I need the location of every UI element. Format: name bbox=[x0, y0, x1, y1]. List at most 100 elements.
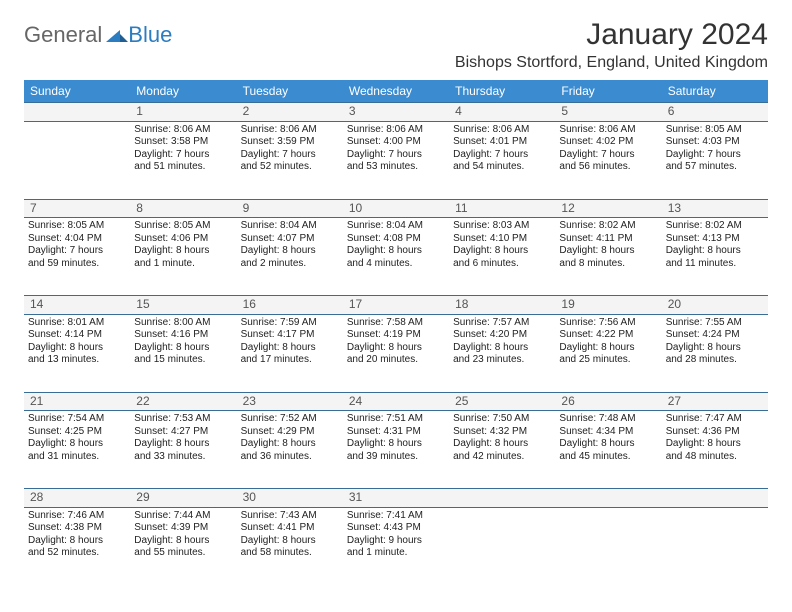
daylight-line-1: Daylight: 8 hours bbox=[666, 342, 764, 355]
daylight-line-2: and 4 minutes. bbox=[347, 258, 445, 271]
daylight-line-1: Daylight: 8 hours bbox=[241, 342, 339, 355]
sunrise-line: Sunrise: 8:06 AM bbox=[347, 124, 445, 137]
day-cell: Sunrise: 8:06 AMSunset: 3:59 PMDaylight:… bbox=[237, 121, 343, 199]
day-number: 11 bbox=[455, 201, 467, 215]
day-cell: Sunrise: 7:44 AMSunset: 4:39 PMDaylight:… bbox=[130, 507, 236, 585]
day-number-cell: 17 bbox=[343, 296, 449, 315]
daylight-line-2: and 57 minutes. bbox=[666, 161, 764, 174]
day-cell: Sunrise: 7:46 AMSunset: 4:38 PMDaylight:… bbox=[24, 507, 130, 585]
sunset-line: Sunset: 4:22 PM bbox=[559, 329, 657, 342]
day-number-cell: 12 bbox=[555, 199, 661, 218]
daylight-line-1: Daylight: 8 hours bbox=[134, 342, 232, 355]
day-cell: Sunrise: 7:53 AMSunset: 4:27 PMDaylight:… bbox=[130, 411, 236, 489]
day-number: 6 bbox=[668, 104, 675, 118]
day-number-cell: 9 bbox=[237, 199, 343, 218]
sunrise-line: Sunrise: 7:48 AM bbox=[559, 413, 657, 426]
day-cell: Sunrise: 7:55 AMSunset: 4:24 PMDaylight:… bbox=[662, 314, 768, 392]
day-cell: Sunrise: 8:02 AMSunset: 4:11 PMDaylight:… bbox=[555, 218, 661, 296]
sunset-line: Sunset: 4:27 PM bbox=[134, 426, 232, 439]
daylight-line-1: Daylight: 7 hours bbox=[453, 149, 551, 162]
sunrise-line: Sunrise: 8:02 AM bbox=[666, 220, 764, 233]
sunrise-line: Sunrise: 7:58 AM bbox=[347, 317, 445, 330]
daylight-line-2: and 53 minutes. bbox=[347, 161, 445, 174]
day-number-cell: 21 bbox=[24, 392, 130, 411]
sunrise-line: Sunrise: 8:04 AM bbox=[241, 220, 339, 233]
day-cell: Sunrise: 8:04 AMSunset: 4:07 PMDaylight:… bbox=[237, 218, 343, 296]
sunrise-line: Sunrise: 8:05 AM bbox=[28, 220, 126, 233]
daylight-line-1: Daylight: 8 hours bbox=[347, 245, 445, 258]
day-number: 3 bbox=[349, 104, 356, 118]
day-number: 5 bbox=[561, 104, 568, 118]
sunset-line: Sunset: 4:19 PM bbox=[347, 329, 445, 342]
day-cell: Sunrise: 8:02 AMSunset: 4:13 PMDaylight:… bbox=[662, 218, 768, 296]
sunset-line: Sunset: 4:41 PM bbox=[241, 522, 339, 535]
day-cell: Sunrise: 8:06 AMSunset: 4:01 PMDaylight:… bbox=[449, 121, 555, 199]
day-number: 22 bbox=[136, 394, 149, 408]
day-number: 23 bbox=[243, 394, 256, 408]
day-number: 24 bbox=[349, 394, 362, 408]
daylight-line-1: Daylight: 7 hours bbox=[241, 149, 339, 162]
sunset-line: Sunset: 4:08 PM bbox=[347, 233, 445, 246]
daynum-row: 78910111213 bbox=[24, 199, 768, 218]
day-number: 2 bbox=[243, 104, 250, 118]
day-cell: Sunrise: 8:00 AMSunset: 4:16 PMDaylight:… bbox=[130, 314, 236, 392]
day-cell: Sunrise: 8:04 AMSunset: 4:08 PMDaylight:… bbox=[343, 218, 449, 296]
day-number-cell: 5 bbox=[555, 103, 661, 122]
sunrise-line: Sunrise: 8:04 AM bbox=[347, 220, 445, 233]
daylight-line-1: Daylight: 8 hours bbox=[347, 438, 445, 451]
sunset-line: Sunset: 4:13 PM bbox=[666, 233, 764, 246]
day-number-cell: 2 bbox=[237, 103, 343, 122]
day-number: 19 bbox=[561, 297, 574, 311]
logo-mark-icon bbox=[106, 22, 128, 48]
sunrise-line: Sunrise: 7:47 AM bbox=[666, 413, 764, 426]
sunrise-line: Sunrise: 7:59 AM bbox=[241, 317, 339, 330]
daylight-line-1: Daylight: 8 hours bbox=[666, 245, 764, 258]
day-cell: Sunrise: 7:57 AMSunset: 4:20 PMDaylight:… bbox=[449, 314, 555, 392]
sunset-line: Sunset: 4:29 PM bbox=[241, 426, 339, 439]
day-number-cell: 4 bbox=[449, 103, 555, 122]
sunset-line: Sunset: 4:02 PM bbox=[559, 136, 657, 149]
day-number: 28 bbox=[30, 490, 43, 504]
sunset-line: Sunset: 4:43 PM bbox=[347, 522, 445, 535]
day-cell: Sunrise: 8:05 AMSunset: 4:04 PMDaylight:… bbox=[24, 218, 130, 296]
day-cell: Sunrise: 8:05 AMSunset: 4:06 PMDaylight:… bbox=[130, 218, 236, 296]
daylight-line-2: and 58 minutes. bbox=[241, 547, 339, 560]
sunset-line: Sunset: 4:36 PM bbox=[666, 426, 764, 439]
daylight-line-1: Daylight: 7 hours bbox=[28, 245, 126, 258]
day-number-cell: 19 bbox=[555, 296, 661, 315]
daynum-row: 14151617181920 bbox=[24, 296, 768, 315]
day-number: 1 bbox=[136, 104, 143, 118]
daynum-row: 21222324252627 bbox=[24, 392, 768, 411]
day-number: 25 bbox=[455, 394, 468, 408]
daylight-line-2: and 28 minutes. bbox=[666, 354, 764, 367]
sunset-line: Sunset: 4:39 PM bbox=[134, 522, 232, 535]
daylight-line-2: and 23 minutes. bbox=[453, 354, 551, 367]
daylight-line-1: Daylight: 7 hours bbox=[666, 149, 764, 162]
weekday-header: Friday bbox=[555, 80, 661, 103]
header: General Blue January 2024 Bishops Stortf… bbox=[24, 18, 768, 72]
daylight-line-2: and 15 minutes. bbox=[134, 354, 232, 367]
day-number-cell: 8 bbox=[130, 199, 236, 218]
daylight-line-2: and 55 minutes. bbox=[134, 547, 232, 560]
day-number-cell: 16 bbox=[237, 296, 343, 315]
daylight-line-1: Daylight: 7 hours bbox=[559, 149, 657, 162]
daylight-line-2: and 48 minutes. bbox=[666, 451, 764, 464]
daylight-line-1: Daylight: 8 hours bbox=[134, 245, 232, 258]
sunset-line: Sunset: 4:07 PM bbox=[241, 233, 339, 246]
content-row: Sunrise: 8:05 AMSunset: 4:04 PMDaylight:… bbox=[24, 218, 768, 296]
day-cell: Sunrise: 8:01 AMSunset: 4:14 PMDaylight:… bbox=[24, 314, 130, 392]
day-cell: Sunrise: 7:58 AMSunset: 4:19 PMDaylight:… bbox=[343, 314, 449, 392]
daylight-line-2: and 2 minutes. bbox=[241, 258, 339, 271]
day-number-cell: 13 bbox=[662, 199, 768, 218]
sunrise-line: Sunrise: 7:56 AM bbox=[559, 317, 657, 330]
daylight-line-2: and 52 minutes. bbox=[28, 547, 126, 560]
sunrise-line: Sunrise: 7:57 AM bbox=[453, 317, 551, 330]
weekday-header: Thursday bbox=[449, 80, 555, 103]
day-number-cell bbox=[662, 489, 768, 508]
day-number-cell bbox=[555, 489, 661, 508]
day-number: 7 bbox=[30, 201, 37, 215]
daylight-line-1: Daylight: 8 hours bbox=[453, 245, 551, 258]
sunset-line: Sunset: 4:24 PM bbox=[666, 329, 764, 342]
sunset-line: Sunset: 4:06 PM bbox=[134, 233, 232, 246]
day-cell bbox=[449, 507, 555, 585]
